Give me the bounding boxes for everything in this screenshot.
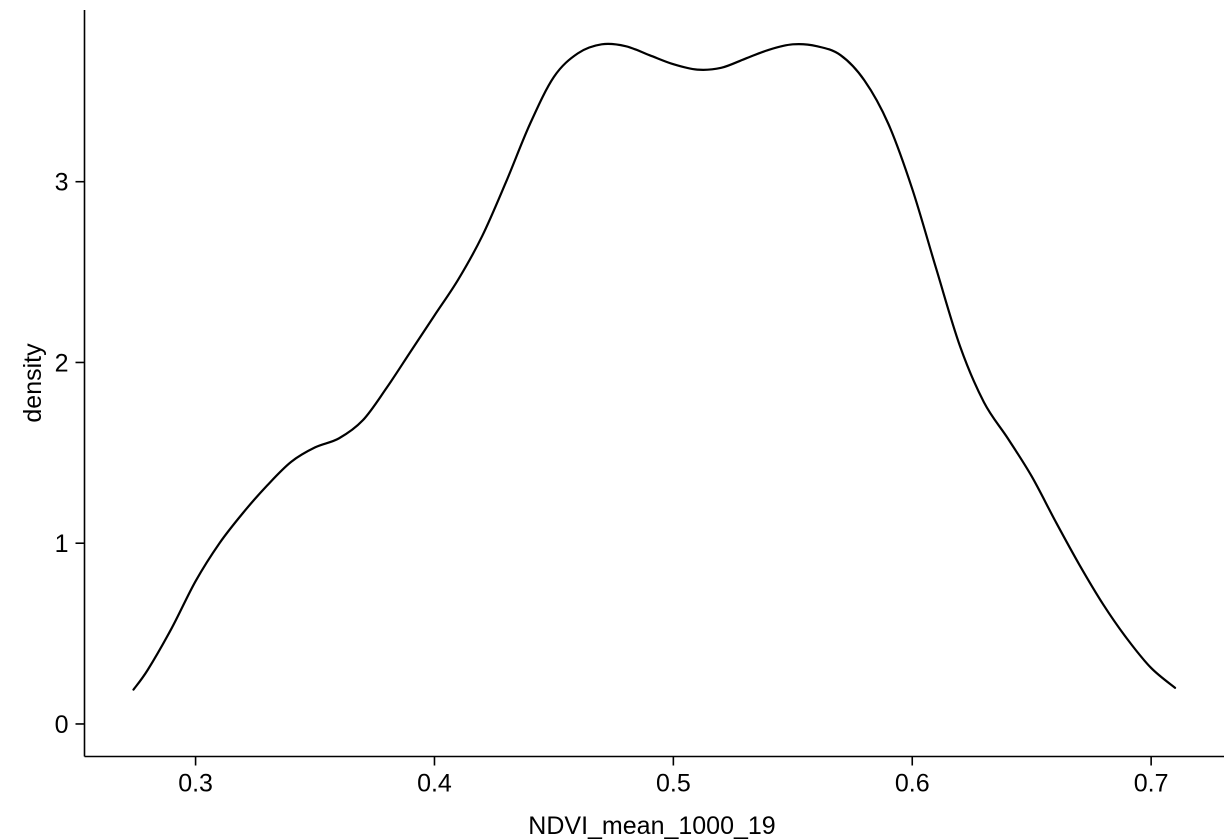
x-tick-label: 0.5 [656,770,691,798]
density-curve-line [132,42,1177,691]
y-tick-label: 2 [55,349,69,377]
x-tick-label: 0.6 [895,770,930,798]
x-tick-label: 0.7 [1134,770,1169,798]
y-tick-label: 1 [55,530,69,558]
y-axis: 0 1 2 3 [55,10,86,757]
x-ticks: 0.3 0.4 0.5 0.6 0.7 [178,756,1169,798]
y-tick-label: 0 [55,711,69,739]
y-axis-title: density [19,343,47,423]
x-axis: 0.3 0.4 0.5 0.6 0.7 [84,755,1224,798]
x-tick-label: 0.3 [178,770,213,798]
plot-area [132,42,1177,691]
y-ticks: 0 1 2 3 [55,169,85,739]
x-tick-label: 0.4 [417,770,452,798]
x-axis-title: NDVI_mean_1000_19 [528,812,775,840]
y-tick-label: 3 [55,169,69,197]
